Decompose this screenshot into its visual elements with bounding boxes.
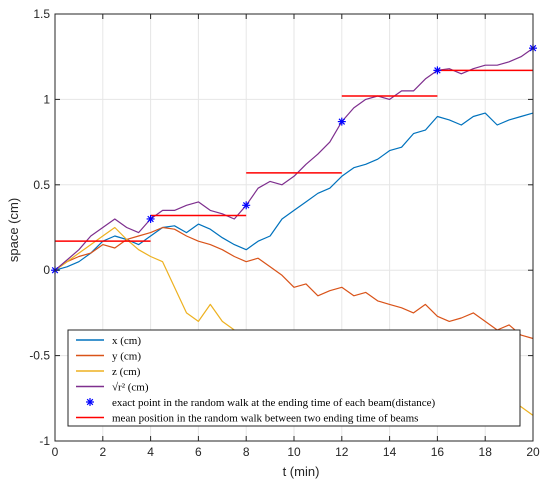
x-tick-label: 16	[431, 445, 445, 459]
y-tick-label: 0	[43, 263, 50, 277]
axes: 0 2 4 6 8 10 12 14 16 18 20 -1 -0.5 0 0.5 1 1.5	[29, 7, 540, 459]
x-tick-label: 14	[383, 445, 397, 459]
y-tick-label: -1	[39, 434, 50, 448]
y-tick-label: 1.5	[33, 7, 50, 21]
exact-point-marker	[242, 201, 251, 210]
x-axis-label: t (min)	[283, 464, 320, 479]
y-tick-label: 0.5	[33, 178, 50, 192]
series-line-1	[54, 226, 534, 340]
y-axis-label: space (cm)	[6, 198, 21, 262]
legend-marker	[86, 398, 94, 406]
legend-box	[67, 329, 521, 427]
legend-label: √r² (cm)	[112, 382, 149, 394]
x-tick-label: 20	[526, 445, 540, 459]
y-tick-label: 1	[43, 92, 50, 106]
exact-point-marker	[337, 117, 346, 126]
series-line-0	[54, 112, 534, 271]
x-tick-label: 12	[335, 445, 349, 459]
x-tick-label: 6	[195, 445, 202, 459]
x-tick-label: 0	[52, 445, 59, 459]
x-tick-label: 8	[243, 445, 250, 459]
legend-label: x (cm)	[112, 335, 141, 347]
x-tick-label: 4	[147, 445, 154, 459]
legend-label: y (cm)	[112, 351, 141, 363]
exact-point-marker	[433, 66, 442, 75]
exact-point-marker	[146, 214, 155, 223]
legend-label: z (cm)	[112, 366, 141, 378]
y-tick-label: -0.5	[29, 349, 50, 363]
legend-label: mean position in the random walk between…	[112, 413, 418, 425]
x-tick-label: 2	[99, 445, 106, 459]
x-tick-label: 10	[287, 445, 301, 459]
legend-label: exact point in the random walk at the en…	[112, 397, 435, 409]
x-tick-label: 18	[479, 445, 493, 459]
legend: x (cm) y (cm) z (cm) √r² (cm) exact point in…	[67, 329, 521, 427]
